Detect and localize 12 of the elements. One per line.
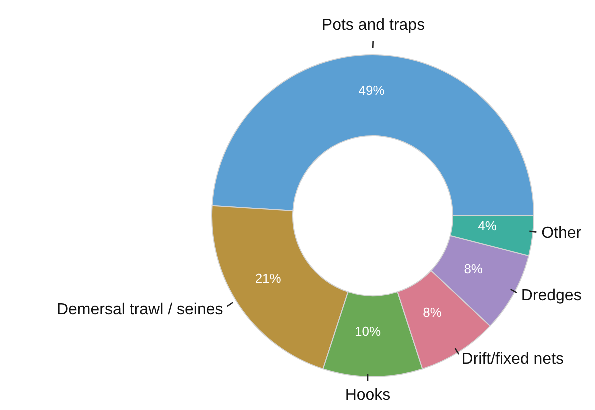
slice-label: Drift/fixed nets [462,350,564,368]
data-label: 49% [358,83,386,98]
slice-label: Hooks [345,387,391,404]
slice-label: Other [542,224,582,242]
data-label: 21% [255,271,282,286]
slice-label: Dredges [521,287,582,304]
data-label: 8% [464,262,484,277]
data-label: 10% [354,324,382,339]
slice-label: Pots and traps [322,17,426,34]
data-label: 4% [478,218,498,234]
data-label: 8% [423,305,442,320]
slice-label: Demersal trawl / seines [56,301,224,318]
